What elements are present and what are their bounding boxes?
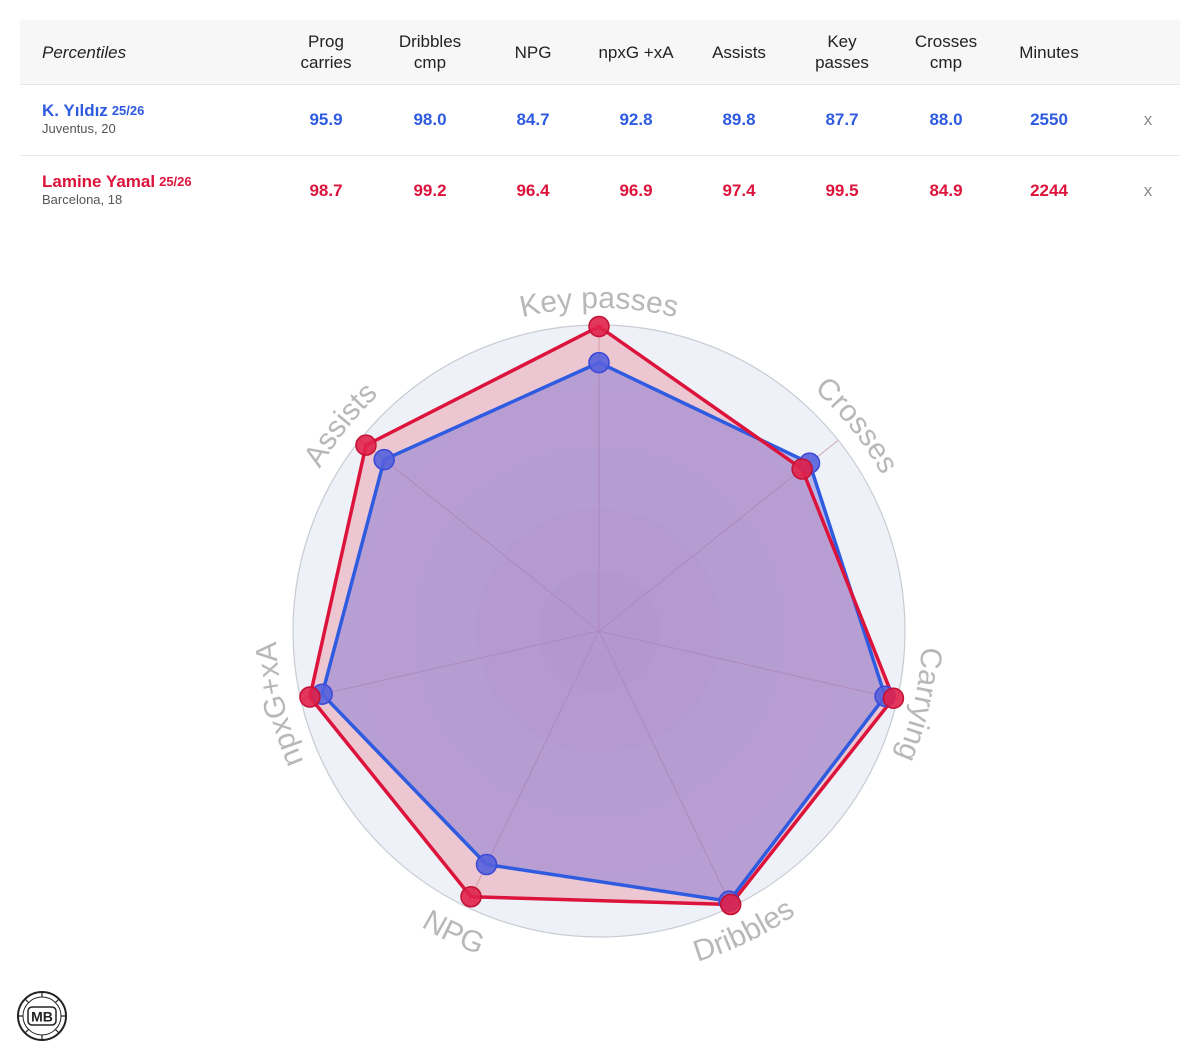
value-cell: 96.9 bbox=[619, 181, 653, 200]
remove-player-button[interactable]: x bbox=[1143, 181, 1153, 200]
column-header-line: cmp bbox=[929, 53, 963, 72]
value-cell: 87.7 bbox=[825, 110, 859, 129]
player-info: Lamine Yamal 25/26 Barcelona, 18 bbox=[42, 172, 302, 207]
value-cell: 96.4 bbox=[516, 181, 550, 200]
radar-spoke bbox=[359, 439, 600, 632]
column-header-line: Key bbox=[827, 32, 857, 51]
column-header-line: Prog bbox=[308, 32, 344, 51]
value-cell: 98.0 bbox=[413, 110, 447, 129]
value-cell: 2244 bbox=[1030, 181, 1068, 200]
value-cell: 92.8 bbox=[619, 110, 653, 129]
data-point-k-yildiz bbox=[475, 853, 498, 876]
mb-logo-icon: MB bbox=[17, 991, 67, 1041]
series-area-k-yildiz bbox=[322, 362, 886, 902]
player-name[interactable]: Lamine Yamal bbox=[42, 172, 156, 191]
column-header-line: Crosses bbox=[914, 32, 978, 51]
radar-spoke bbox=[300, 630, 600, 700]
player-name[interactable]: K. Yıldız bbox=[42, 101, 108, 120]
column-header[interactable]: Key passes bbox=[790, 20, 894, 84]
player-club: Juventus, 20 bbox=[42, 121, 116, 136]
logo-text: MB bbox=[31, 1009, 53, 1025]
column-header[interactable]: Crosses cmp bbox=[894, 20, 998, 84]
series-line-k-yildiz bbox=[320, 360, 887, 903]
data-point-lamine-yamal bbox=[588, 315, 610, 338]
column-header-line: Dribbles bbox=[398, 32, 462, 51]
column-header[interactable]: Dribbles cmp bbox=[378, 20, 482, 84]
data-point-lamine-yamal bbox=[791, 458, 813, 480]
column-header[interactable]: Prog carries bbox=[274, 20, 378, 84]
value-cell: 84.7 bbox=[516, 110, 550, 129]
value-cell: 97.4 bbox=[722, 181, 756, 200]
remove-player-button[interactable]: x bbox=[1143, 110, 1153, 129]
data-point-k-yildiz bbox=[588, 351, 610, 374]
value-cell: 88.0 bbox=[929, 110, 963, 129]
table-header: Percentiles Prog carries Dribbles cmp NPG npx… bbox=[20, 20, 1180, 85]
column-header[interactable]: Assists bbox=[687, 20, 791, 84]
radar-spoke bbox=[598, 630, 898, 700]
player-season: 25/26 bbox=[159, 174, 192, 189]
column-header-line: carries bbox=[300, 53, 352, 72]
value-cell: 89.8 bbox=[722, 110, 756, 129]
data-point-lamine-yamal bbox=[719, 893, 742, 916]
data-point-lamine-yamal bbox=[355, 434, 377, 456]
value-cell: 99.2 bbox=[413, 181, 447, 200]
player-season: 25/26 bbox=[111, 103, 145, 118]
column-header-line: NPG bbox=[514, 42, 552, 62]
data-point-lamine-yamal bbox=[882, 687, 905, 709]
table-row: K. Yıldız 25/26 Juventus, 20 x 95.9 98.0 84… bbox=[20, 85, 1180, 156]
column-header[interactable]: NPG bbox=[481, 20, 585, 84]
radar-spoke bbox=[598, 630, 733, 907]
column-header-line: npxG +xA bbox=[598, 42, 674, 62]
player-club: Barcelona, 18 bbox=[42, 192, 123, 207]
table-row: Lamine Yamal 25/26 Barcelona, 18 x 98.7 99… bbox=[20, 156, 1180, 226]
column-header-line: Assists bbox=[712, 42, 766, 62]
column-header-line: cmp bbox=[413, 53, 447, 72]
player-info: K. Yıldız 25/26 Juventus, 20 bbox=[42, 101, 302, 136]
column-header[interactable]: npxG +xA bbox=[584, 20, 688, 84]
column-header-line: Minutes bbox=[1019, 42, 1079, 62]
series-line-lamine-yamal bbox=[308, 324, 896, 907]
value-cell: 99.5 bbox=[825, 181, 859, 200]
column-header-line: passes bbox=[815, 53, 869, 72]
header-label: Percentiles bbox=[42, 42, 127, 62]
data-point-lamine-yamal bbox=[299, 686, 321, 708]
percentile-table: Percentiles Prog carries Dribbles cmp NPG npx… bbox=[20, 20, 1180, 226]
data-point-lamine-yamal bbox=[460, 886, 482, 908]
value-cell: 84.9 bbox=[929, 181, 963, 200]
value-cell: 2550 bbox=[1030, 110, 1068, 129]
value-cell: 98.7 bbox=[309, 181, 343, 200]
data-point-k-yildiz bbox=[373, 448, 395, 471]
series-area-lamine-yamal bbox=[309, 326, 894, 905]
column-header[interactable]: Minutes bbox=[997, 20, 1101, 84]
value-cell: 95.9 bbox=[309, 110, 343, 129]
